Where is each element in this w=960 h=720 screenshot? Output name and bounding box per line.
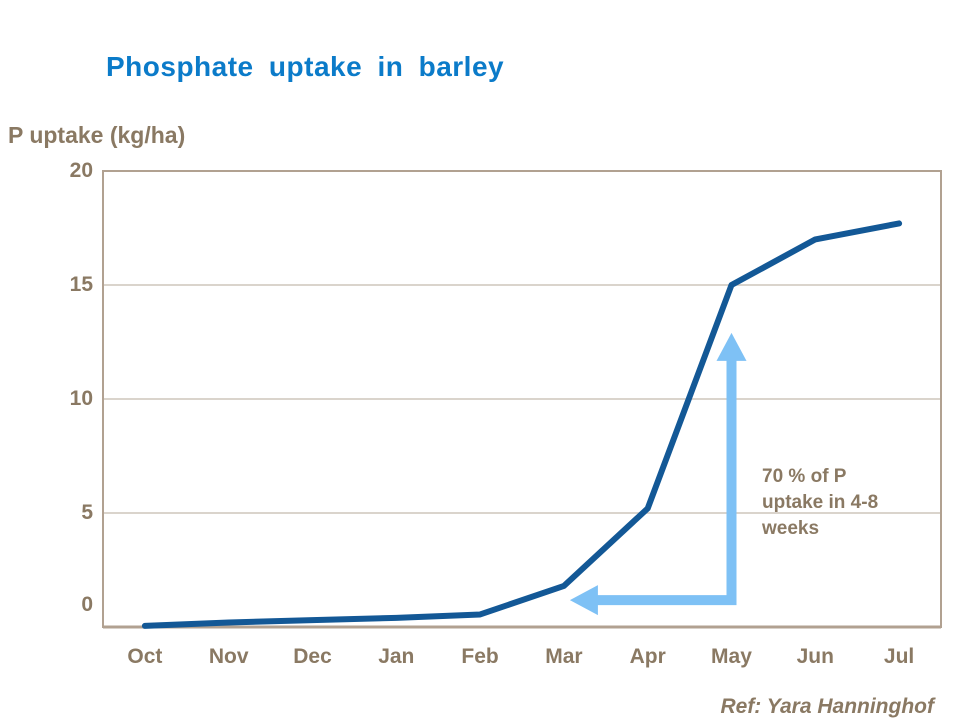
annotation-arrow-up-head bbox=[716, 332, 747, 361]
x-tick-label-feb: Feb bbox=[461, 645, 499, 668]
x-tick-label-dec: Dec bbox=[293, 645, 332, 668]
annotation-arrow-shaft bbox=[595, 358, 737, 606]
y-axis-title: P uptake (kg/ha) bbox=[8, 122, 186, 148]
y-tick-label-10: 10 bbox=[69, 387, 93, 410]
x-tick-label-oct: Oct bbox=[127, 645, 163, 668]
uptake-data-line bbox=[141, 220, 903, 629]
x-tick-label-jul: Jul bbox=[883, 645, 915, 668]
x-tick-label-jun: Jun bbox=[796, 645, 834, 668]
y-tick-label-20: 20 bbox=[69, 159, 93, 182]
x-tick-label-may: May bbox=[711, 645, 752, 668]
y-tick-label-0: 0 bbox=[81, 593, 93, 616]
gridlines bbox=[103, 284, 941, 514]
x-tick-label-apr: Apr bbox=[629, 645, 666, 668]
annotation-text: 70 % of P uptake in 4-8 weeks bbox=[762, 466, 879, 539]
page-title: Phosphate uptake in barley bbox=[106, 51, 505, 82]
x-axis-labels: Oct Nov Dec Jan Feb Mar Apr May Jun Jul bbox=[103, 645, 941, 669]
x-tick-label-jan: Jan bbox=[378, 645, 415, 668]
x-tick-label-nov: Nov bbox=[208, 645, 249, 668]
reference-note: Ref: Yara Hanninghof bbox=[720, 695, 934, 718]
y-tick-label-5: 5 bbox=[81, 501, 93, 524]
x-tick-label-mar: Mar bbox=[545, 645, 583, 668]
annotation-arrow-left-head bbox=[569, 585, 598, 616]
y-tick-label-15: 15 bbox=[69, 273, 93, 296]
